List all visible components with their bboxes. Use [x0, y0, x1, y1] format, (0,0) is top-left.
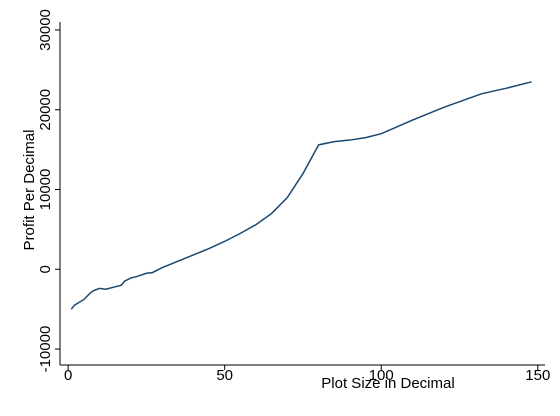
x-tick-label: 50: [216, 367, 233, 384]
y-tick-label: 30000: [37, 9, 54, 51]
x-tick-label: 150: [525, 367, 550, 384]
x-axis-title: Plot Size in Decimal: [321, 375, 454, 392]
x-tick-label: 100: [369, 367, 394, 384]
y-tick-label: 20000: [37, 89, 54, 131]
y-tick-label: 0: [37, 265, 54, 273]
y-tick-label: -10000: [37, 326, 54, 373]
y-axis-title: Profit Per Decimal: [21, 130, 38, 251]
y-tick-label: 10000: [37, 169, 54, 211]
data-line: [70, 81, 532, 310]
x-tick-label: 0: [64, 367, 72, 384]
